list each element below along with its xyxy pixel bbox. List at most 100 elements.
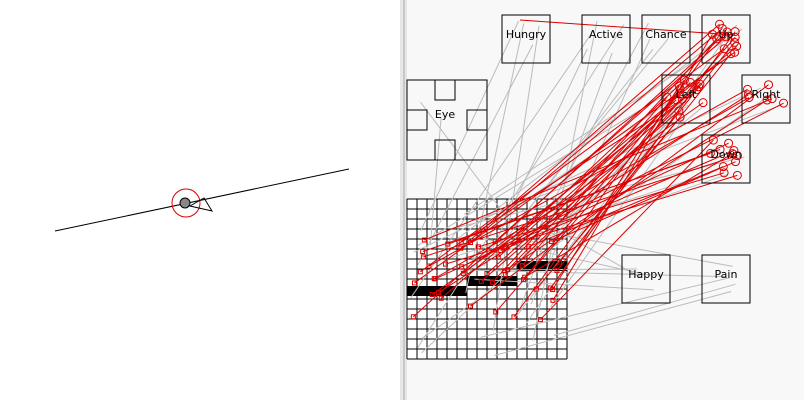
neuron-box (661, 74, 711, 124)
red-wire-start (493, 309, 499, 315)
red-wire (486, 83, 701, 274)
neuron-box (501, 14, 551, 64)
grey-wire (420, 101, 512, 224)
red-wire-end (764, 80, 774, 90)
red-wire (460, 98, 683, 243)
red-wire-start (519, 263, 525, 269)
ground-line (54, 168, 350, 232)
grid-fill (517, 261, 567, 271)
red-wire (551, 161, 736, 242)
neuron-box (741, 74, 791, 124)
eye-notch (434, 139, 456, 161)
red-wire-start (502, 272, 508, 278)
red-wire-start (554, 268, 560, 274)
red-wire-end (715, 19, 725, 29)
neuron-box (701, 134, 751, 184)
red-wire-end (728, 149, 738, 159)
grey-wire (492, 25, 540, 331)
red-wire-start (431, 276, 437, 282)
red-wire-end (712, 34, 722, 44)
red-wire-end (679, 75, 689, 85)
red-wire-end (719, 44, 729, 54)
red-wire-start (410, 314, 416, 320)
red-wire-end (695, 79, 705, 89)
grey-wire (417, 24, 625, 348)
red-wire-start (549, 239, 555, 245)
red-wire-start (526, 244, 532, 250)
creature-highlight (171, 188, 201, 218)
red-wire (478, 172, 725, 248)
red-wire-start (438, 295, 444, 301)
grey-wire (409, 35, 591, 300)
red-wire (480, 110, 680, 282)
red-wire-end (721, 32, 731, 42)
red-wire-end (698, 98, 708, 108)
grey-wire (465, 23, 525, 293)
neuron-label: Chance (645, 28, 686, 41)
red-wire-end (724, 138, 734, 148)
red-wire-start (459, 264, 465, 270)
red-wire-end (762, 95, 772, 105)
red-wire (504, 99, 768, 272)
red-wire-start (537, 317, 543, 323)
red-wire (500, 150, 735, 252)
red-wire-end (705, 148, 715, 158)
red-wire-start (467, 303, 473, 309)
grey-wire (429, 117, 442, 244)
red-wire-start (550, 287, 556, 293)
grey-wire (494, 291, 732, 356)
red-wire (431, 102, 704, 295)
red-wire-end (732, 41, 742, 51)
red-wire (440, 45, 737, 299)
red-wire (521, 96, 668, 266)
neuron-label: Down (710, 148, 741, 161)
red-wire (505, 79, 685, 249)
eye-notch (434, 79, 456, 101)
red-wire (524, 153, 733, 278)
red-wire-end (732, 170, 742, 180)
red-wire-start (484, 271, 490, 277)
neuron-label: Left (676, 88, 697, 101)
grey-wire (413, 87, 761, 253)
red-wire (492, 38, 718, 283)
red-wire (513, 36, 720, 318)
red-wire-end (744, 93, 754, 103)
red-wire-start (495, 254, 501, 260)
red-wire (556, 53, 732, 271)
grey-wire (460, 269, 726, 278)
red-wire-end (708, 135, 718, 145)
red-wire-start (458, 245, 464, 251)
neuron-label: Pain (715, 268, 738, 281)
neuron-box (701, 254, 751, 304)
eye-notch (466, 109, 488, 131)
red-wire (519, 19, 736, 36)
red-wire-start (420, 254, 426, 260)
creature-head (179, 197, 191, 209)
red-wire-start (475, 244, 481, 250)
red-wire (470, 28, 723, 243)
red-wire-start (511, 314, 517, 320)
eye-notch (406, 109, 428, 131)
red-wire-end (715, 144, 725, 154)
grey-wire (553, 283, 736, 336)
red-wire (528, 166, 724, 248)
neurons: Hungry Active Chance Up Left Right Down Eye Happ… (406, 14, 791, 304)
neuron-label: Hungry (506, 28, 547, 41)
red-wire-end (779, 98, 789, 108)
red-wire-start (426, 263, 432, 269)
red-wire (552, 34, 713, 301)
red-wire-end (767, 94, 777, 104)
grey-wire (445, 24, 738, 249)
red-wire-start (421, 237, 427, 243)
red-wire-end (743, 84, 753, 94)
red-wire-start (522, 274, 528, 280)
red-wire-start (557, 259, 563, 265)
red-wire (424, 98, 773, 241)
red-wire (494, 36, 727, 242)
red-wire (420, 48, 725, 273)
red-wire-start (429, 292, 435, 298)
red-wire-start (420, 249, 426, 255)
grey-wire (480, 277, 730, 338)
